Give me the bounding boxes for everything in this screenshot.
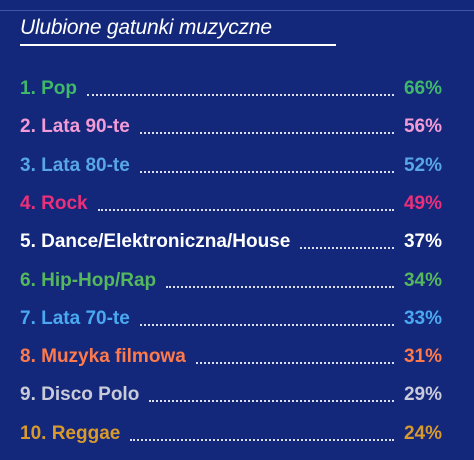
dotted-leader xyxy=(139,170,394,173)
genre-percentage: 56% xyxy=(403,116,442,138)
genre-percentage: 52% xyxy=(403,154,442,176)
genre-percentage: 49% xyxy=(403,192,442,214)
genre-row: 2. Lata 90-te 56% xyxy=(20,108,442,146)
genre-row: 1. Pop 66% xyxy=(20,70,442,108)
genre-percentage: 37% xyxy=(403,231,442,253)
genre-label: 8. Muzyka filmowa xyxy=(20,346,186,368)
genre-row: 7. Lata 70-te 33% xyxy=(20,300,442,338)
dotted-leader xyxy=(139,323,394,326)
genre-label: 3. Lata 80-te xyxy=(20,154,130,176)
genre-row: 5. Dance/Elektroniczna/House 37% xyxy=(20,223,442,261)
dotted-leader xyxy=(149,400,394,403)
genre-row: 9. Disco Polo 29% xyxy=(20,376,442,414)
genre-row: 4. Rock 49% xyxy=(20,185,442,223)
dotted-leader xyxy=(166,285,394,288)
genre-label: 5. Dance/Elektroniczna/House xyxy=(20,231,291,253)
genre-label: 1. Pop xyxy=(20,78,78,99)
genre-row: 10. Reggae 24% xyxy=(20,415,442,453)
genre-percentage: 66% xyxy=(403,78,442,99)
genre-percentage: 33% xyxy=(403,307,442,329)
dotted-leader xyxy=(300,247,394,250)
genre-row: 8. Muzyka filmowa 31% xyxy=(20,338,442,376)
genre-label: 6. Hip-Hop/Rap xyxy=(20,269,157,291)
genre-row: 3. Lata 80-te 52% xyxy=(20,147,442,185)
chart-title: Ulubione gatunki muzyczne xyxy=(20,16,272,39)
dotted-leader xyxy=(139,132,394,135)
genre-label: 7. Lata 70-te xyxy=(20,307,130,329)
top-divider xyxy=(0,10,474,11)
genre-percentage: 24% xyxy=(403,422,442,444)
title-underline xyxy=(20,44,336,46)
genre-label: 10. Reggae xyxy=(20,422,121,444)
genre-percentage: 29% xyxy=(403,384,442,406)
dotted-leader xyxy=(97,208,394,211)
genre-row: 6. Hip-Hop/Rap 34% xyxy=(20,262,442,300)
dotted-leader xyxy=(130,438,394,441)
genre-percentage: 31% xyxy=(403,346,442,368)
genre-label: 2. Lata 90-te xyxy=(20,116,130,138)
dotted-leader xyxy=(87,94,394,96)
dotted-leader xyxy=(195,362,394,365)
genre-percentage: 34% xyxy=(403,269,442,291)
genre-label: 4. Rock xyxy=(20,192,88,214)
genre-label: 9. Disco Polo xyxy=(20,384,140,406)
